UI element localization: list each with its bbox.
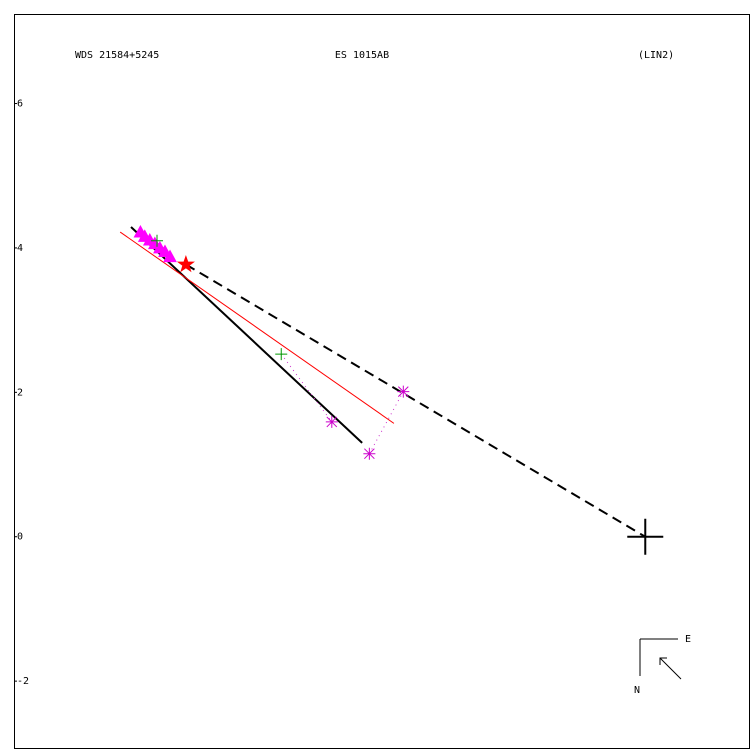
series-line	[130, 226, 363, 444]
series-line	[119, 231, 395, 424]
marker-triangle	[163, 249, 177, 263]
marker-plus	[151, 234, 164, 247]
y-tick-label: 6	[17, 99, 23, 110]
annotation: (LIN2)	[638, 50, 674, 61]
compass-east: E	[685, 634, 691, 645]
series-line	[185, 263, 646, 538]
chart-title: WDS 21584+5245	[75, 50, 159, 61]
compass-north: N	[634, 685, 640, 696]
marker-asterisk	[363, 447, 376, 460]
chart-subtitle: ES 1015AB	[335, 50, 389, 61]
marker-bigplus	[627, 518, 664, 555]
marker-asterisk	[325, 415, 338, 428]
series-line	[280, 353, 333, 423]
marker-asterisk	[397, 385, 410, 398]
marker-star	[176, 255, 195, 273]
y-tick-label: 2	[17, 387, 23, 398]
compass	[639, 638, 682, 680]
y-tick-label: 4	[17, 243, 23, 254]
y-tick-label: -2	[17, 676, 29, 687]
y-tick-label: 0	[17, 532, 23, 543]
series-line	[368, 391, 404, 454]
marker-plus	[275, 348, 288, 361]
